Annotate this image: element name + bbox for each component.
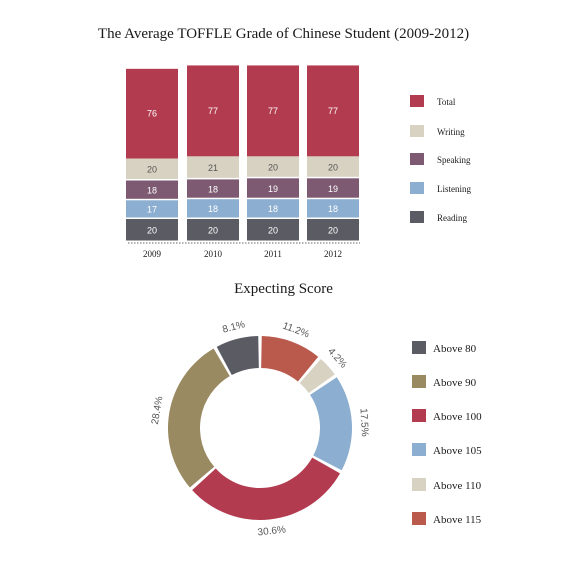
legend-label-above-105: Above 105 <box>433 445 482 457</box>
bar-segment-writing-2010 <box>187 156 239 178</box>
data-label-total-2010: 77 <box>208 106 218 116</box>
data-label-writing-2012: 20 <box>328 162 338 172</box>
x-tick-label-2012: 2012 <box>324 249 342 259</box>
data-label-listening-2011: 18 <box>268 204 278 214</box>
legend-label-writing: Writing <box>437 127 465 137</box>
legend-swatch-above-115 <box>412 512 426 525</box>
bar-segment-reading-2012 <box>307 219 359 241</box>
bar-segment-listening-2009 <box>126 200 178 218</box>
legend-swatch-writing <box>410 125 424 137</box>
data-label-reading-2011: 20 <box>268 226 278 236</box>
donut-value-label-above-110: 4.2% <box>325 346 349 370</box>
x-tick-label-2009: 2009 <box>143 249 162 259</box>
legend-swatch-speaking <box>410 153 424 165</box>
legend-label-listening: Listening <box>437 184 471 194</box>
data-label-total-2012: 77 <box>328 106 338 116</box>
bar-segment-listening-2012 <box>307 199 359 218</box>
bar-segment-listening-2011 <box>247 199 299 218</box>
data-label-listening-2010: 18 <box>208 204 218 214</box>
bar-segment-reading-2010 <box>187 219 239 241</box>
donut-value-label-above-80: 8.1% <box>221 319 246 335</box>
bar-segment-total-2012 <box>307 65 359 157</box>
data-label-writing-2009: 20 <box>147 165 157 175</box>
data-label-total-2009: 76 <box>147 109 157 119</box>
x-tick-label-2011: 2011 <box>264 249 282 259</box>
legend-label-speaking: Speaking <box>437 155 471 165</box>
data-label-writing-2010: 21 <box>208 163 218 173</box>
data-label-writing-2011: 20 <box>268 162 278 172</box>
donut-value-label-above-100: 30.6% <box>257 524 287 538</box>
bar-segment-total-2009 <box>126 68 178 159</box>
bar-segment-total-2010 <box>187 65 239 157</box>
donut-slice-above-80 <box>216 336 259 376</box>
bar-segment-speaking-2011 <box>247 178 299 198</box>
data-label-reading-2012: 20 <box>328 226 338 236</box>
legend-label-above-115: Above 115 <box>433 514 482 526</box>
data-label-reading-2010: 20 <box>208 226 218 236</box>
donut-slice-above-105 <box>310 377 352 471</box>
legend-swatch-above-100 <box>412 409 426 422</box>
x-tick-label-2010: 2010 <box>204 249 223 259</box>
legend-swatch-above-90 <box>412 375 426 388</box>
legend-label-above-80: Above 80 <box>433 343 477 355</box>
data-label-listening-2009: 17 <box>147 205 157 215</box>
legend-swatch-above-80 <box>412 341 426 354</box>
bar-segment-reading-2011 <box>247 219 299 241</box>
bar-segment-writing-2009 <box>126 158 178 179</box>
data-label-speaking-2009: 18 <box>147 185 157 195</box>
donut-slice-above-100 <box>192 457 341 520</box>
data-label-speaking-2010: 18 <box>208 184 218 194</box>
legend-swatch-total <box>410 95 424 107</box>
legend-label-above-90: Above 90 <box>433 377 477 389</box>
bar-segment-total-2011 <box>247 65 299 157</box>
legend-swatch-above-110 <box>412 478 426 491</box>
bar-segment-speaking-2012 <box>307 178 359 198</box>
donut-slice-above-90 <box>167 348 230 488</box>
bar-segment-writing-2012 <box>307 156 359 177</box>
donut-chart-title: Expecting Score <box>234 281 333 297</box>
legend-label-above-100: Above 100 <box>433 411 482 423</box>
bar-chart-title: The Average TOFFLE Grade of Chinese Stud… <box>97 26 470 42</box>
donut-value-label-above-105: 17.5% <box>357 408 370 437</box>
donut-value-label-above-90: 28.4% <box>150 395 166 425</box>
legend-label-reading: Reading <box>437 213 467 223</box>
data-label-speaking-2011: 19 <box>268 184 278 194</box>
legend-label-total: Total <box>437 97 456 107</box>
data-label-reading-2009: 20 <box>147 226 157 236</box>
legend-swatch-listening <box>410 182 424 194</box>
bar-segment-listening-2010 <box>187 199 239 218</box>
data-label-listening-2012: 18 <box>328 204 338 214</box>
legend-label-above-110: Above 110 <box>433 480 482 492</box>
legend-swatch-above-105 <box>412 443 426 456</box>
data-label-speaking-2012: 19 <box>328 184 338 194</box>
data-label-total-2011: 77 <box>268 106 278 116</box>
donut-value-label-above-115: 11.2% <box>281 321 311 341</box>
bar-segment-speaking-2010 <box>187 179 239 198</box>
bar-segment-writing-2011 <box>247 156 299 177</box>
bar-segment-speaking-2009 <box>126 180 178 199</box>
legend-swatch-reading <box>410 211 424 223</box>
donut-slice-above-115 <box>261 336 319 382</box>
bar-segment-reading-2009 <box>126 219 178 241</box>
donut-slice-above-110 <box>299 359 335 394</box>
